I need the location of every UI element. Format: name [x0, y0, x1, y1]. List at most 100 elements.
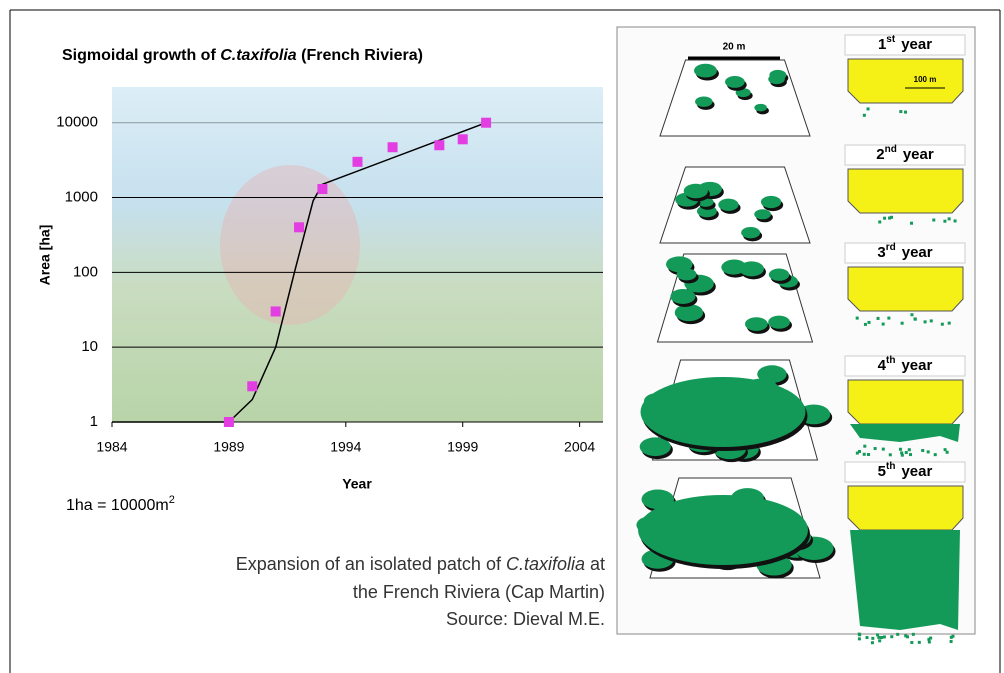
meadow-section	[848, 59, 963, 103]
year-suffix: th	[886, 461, 895, 472]
algae-fragment	[856, 317, 859, 320]
algae-fragment	[880, 636, 883, 639]
algae-patch	[741, 227, 760, 238]
year-label: 5thyear	[878, 461, 933, 480]
algae-fragment	[918, 641, 921, 644]
x-axis-label: Year	[342, 476, 372, 492]
algae-fragment	[868, 321, 871, 324]
meadow-section	[848, 380, 963, 424]
algae-fragment	[912, 633, 915, 636]
year-word: year	[901, 357, 932, 374]
algae-fragment	[871, 637, 874, 640]
algae-fragment	[910, 641, 913, 644]
algae-fragment	[867, 453, 870, 456]
year-label: 4thyear	[878, 355, 933, 374]
algae-fragment	[877, 317, 880, 320]
algae-fragment	[858, 633, 861, 636]
algae-fragment	[932, 219, 935, 222]
algae-patch	[638, 495, 808, 565]
algae-fragment	[878, 639, 881, 642]
data-point	[271, 306, 281, 316]
y-tick-label: 10000	[56, 114, 98, 131]
year-word: year	[901, 36, 932, 53]
algae-fragment	[948, 217, 951, 220]
algae-fragment	[864, 323, 867, 326]
algae-fragment	[904, 111, 907, 114]
algae-patch	[754, 104, 767, 112]
algae-patch	[718, 199, 738, 211]
slide: Sigmoidal growth of C.taxifolia (French …	[0, 0, 1004, 673]
caption-part: Expansion of an isolated patch of	[236, 554, 506, 574]
algae-fragment	[941, 323, 944, 326]
note-text: 1ha = 10000m	[66, 497, 169, 514]
caption-part: C.taxifolia	[506, 554, 585, 574]
caption-line: the French Riviera (Cap Martin)	[353, 582, 605, 602]
scale-label: 20 m	[723, 42, 746, 53]
algae-fragment	[905, 451, 908, 454]
year-number: 2	[876, 146, 884, 163]
algae-fragment	[883, 635, 886, 638]
algae-patch	[761, 196, 781, 208]
algae-fragment	[946, 451, 949, 454]
algae-patch	[739, 261, 764, 276]
algae-patch	[675, 304, 703, 321]
year-number: 3	[877, 244, 885, 261]
algae-fragment	[882, 323, 885, 326]
title-part: C.taxifolia	[220, 47, 297, 64]
scale-label-large: 100 m	[914, 75, 937, 84]
y-tick-label: 1000	[65, 188, 98, 205]
algae-patch	[695, 96, 712, 106]
year-word: year	[901, 463, 932, 480]
y-tick-label: 10	[81, 338, 98, 355]
data-point	[224, 417, 234, 427]
algae-section	[850, 530, 960, 630]
algae-patch	[677, 268, 697, 280]
algae-fragment	[899, 110, 902, 113]
algae-fragment	[876, 633, 879, 636]
y-tick-label: 1	[90, 413, 98, 430]
algae-patch	[768, 316, 790, 329]
algae-patch	[745, 317, 768, 331]
algae-fragment	[896, 633, 899, 636]
x-tick-label: 1994	[330, 439, 361, 455]
algae-fragment	[930, 319, 933, 322]
algae-fragment	[858, 450, 861, 453]
data-point	[458, 134, 468, 144]
y-tick-label: 100	[73, 263, 98, 280]
data-point	[434, 140, 444, 150]
caption-part: at	[585, 554, 605, 574]
algae-fragment	[950, 640, 953, 643]
data-point	[247, 381, 257, 391]
title-part: (French Riviera)	[297, 47, 423, 64]
algae-fragment	[924, 320, 927, 323]
meadow-section	[848, 169, 963, 213]
note-superscript: 2	[169, 494, 175, 506]
algae-fragment	[867, 107, 870, 110]
year-suffix: st	[886, 34, 896, 45]
algae-patch	[684, 184, 708, 199]
algae-fragment	[863, 445, 866, 448]
algae-fragment	[921, 449, 924, 452]
caption-line: Source: Dieval M.E.	[446, 609, 605, 629]
data-point	[317, 184, 327, 194]
algae-patch	[754, 209, 771, 219]
year-suffix: nd	[885, 144, 897, 155]
data-point	[353, 157, 363, 167]
x-tick-label: 1984	[96, 439, 127, 455]
algae-fragment	[927, 450, 930, 453]
year-word: year	[903, 146, 934, 163]
caption: Expansion of an isolated patch of C.taxi…	[236, 554, 605, 629]
algae-fragment	[927, 638, 930, 641]
meadow-section	[848, 486, 963, 530]
algae-fragment	[890, 216, 893, 219]
plot-photo-detail	[220, 165, 360, 325]
algae-fragment	[874, 447, 877, 450]
algae-patch	[641, 377, 806, 447]
algae-patch	[694, 64, 717, 78]
x-tick-label: 1989	[213, 439, 244, 455]
algae-fragment	[943, 220, 946, 223]
data-point	[481, 118, 491, 128]
year-suffix: rd	[886, 242, 896, 253]
